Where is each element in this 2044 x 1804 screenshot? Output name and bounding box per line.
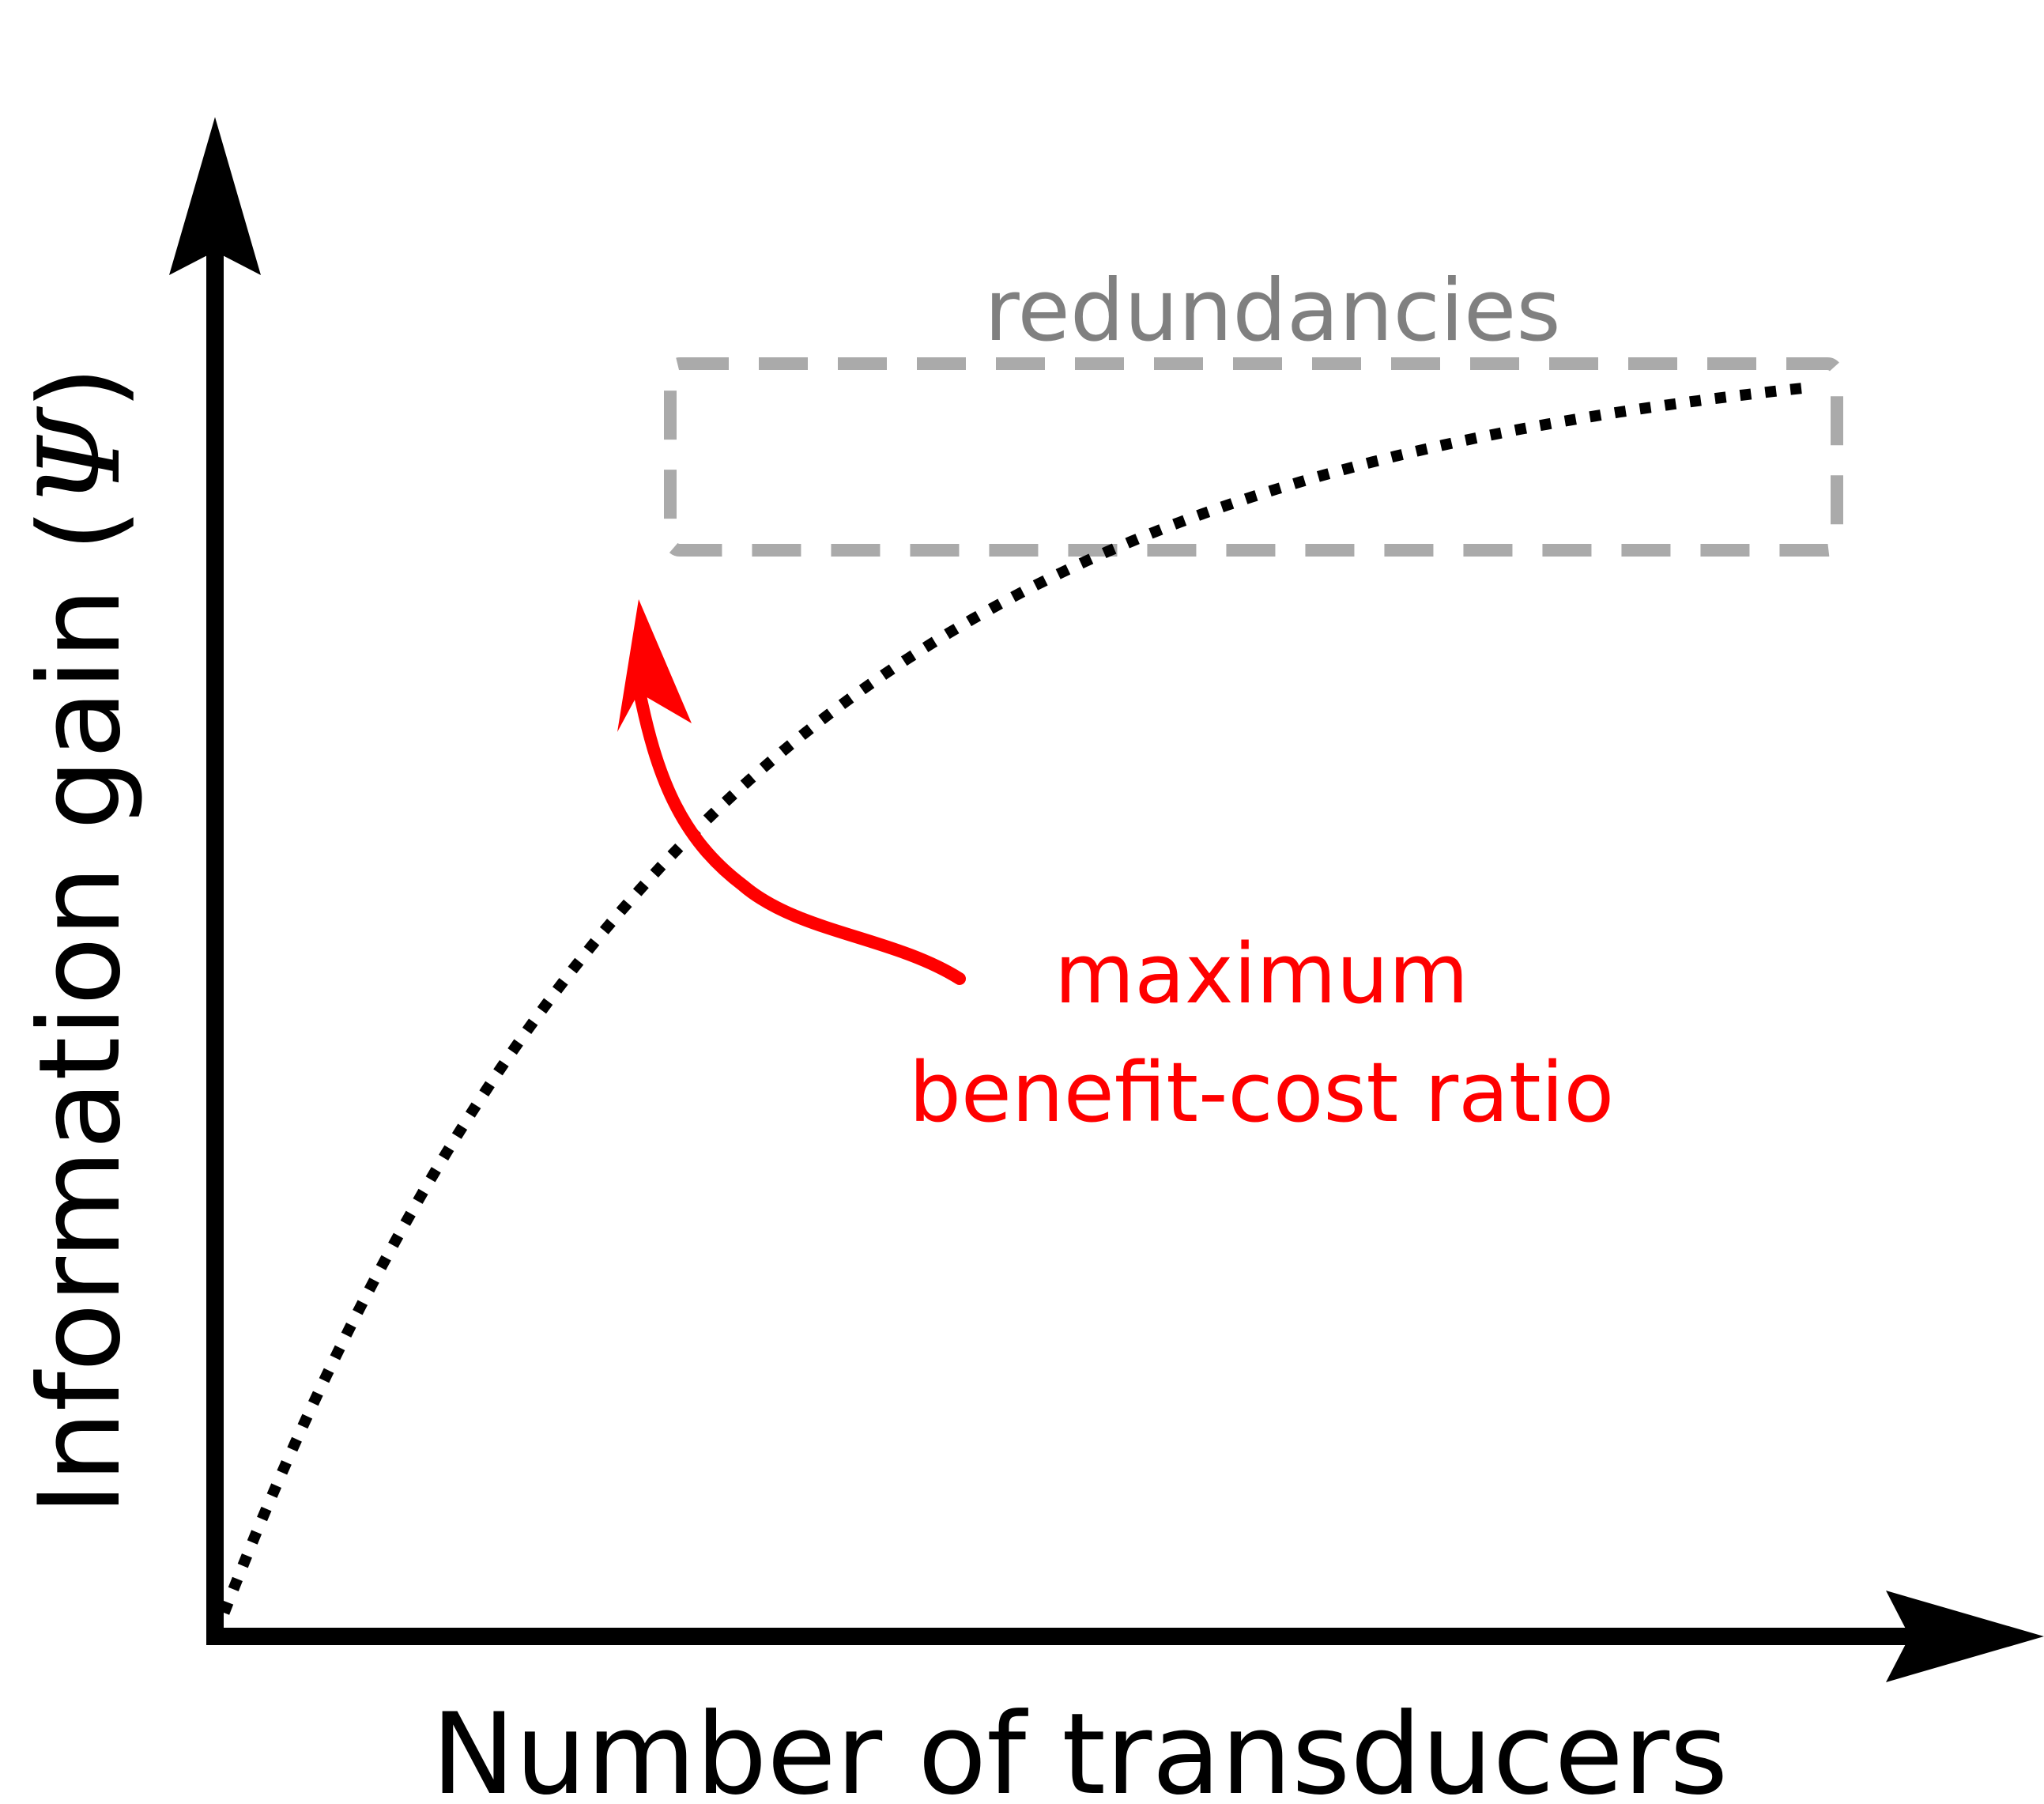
psi-symbol: Ψ (15, 406, 145, 508)
information-gain-curve (209, 382, 1811, 1639)
x-axis (206, 1591, 2044, 1682)
optimum-arrowhead (617, 599, 692, 732)
y-axis-label: Information gain (Ψ) (15, 366, 145, 1515)
x-axis-label: Number of transducers (432, 1689, 1729, 1804)
redundancies-box (664, 357, 1843, 557)
optimum-label-line1: maximum (1054, 926, 1469, 1022)
x-axis-arrowhead (1886, 1591, 2044, 1682)
y-axis (169, 117, 261, 1636)
optimum-arrow (617, 599, 966, 985)
optimum-label-line2: benefit-cost ratio (909, 1044, 1614, 1141)
redundancies-label: redundancies (984, 262, 1560, 360)
y-axis-label-text: Information gain ( (15, 508, 145, 1515)
y-axis-label-close: ) (15, 366, 145, 409)
y-axis-arrowhead (169, 117, 261, 275)
